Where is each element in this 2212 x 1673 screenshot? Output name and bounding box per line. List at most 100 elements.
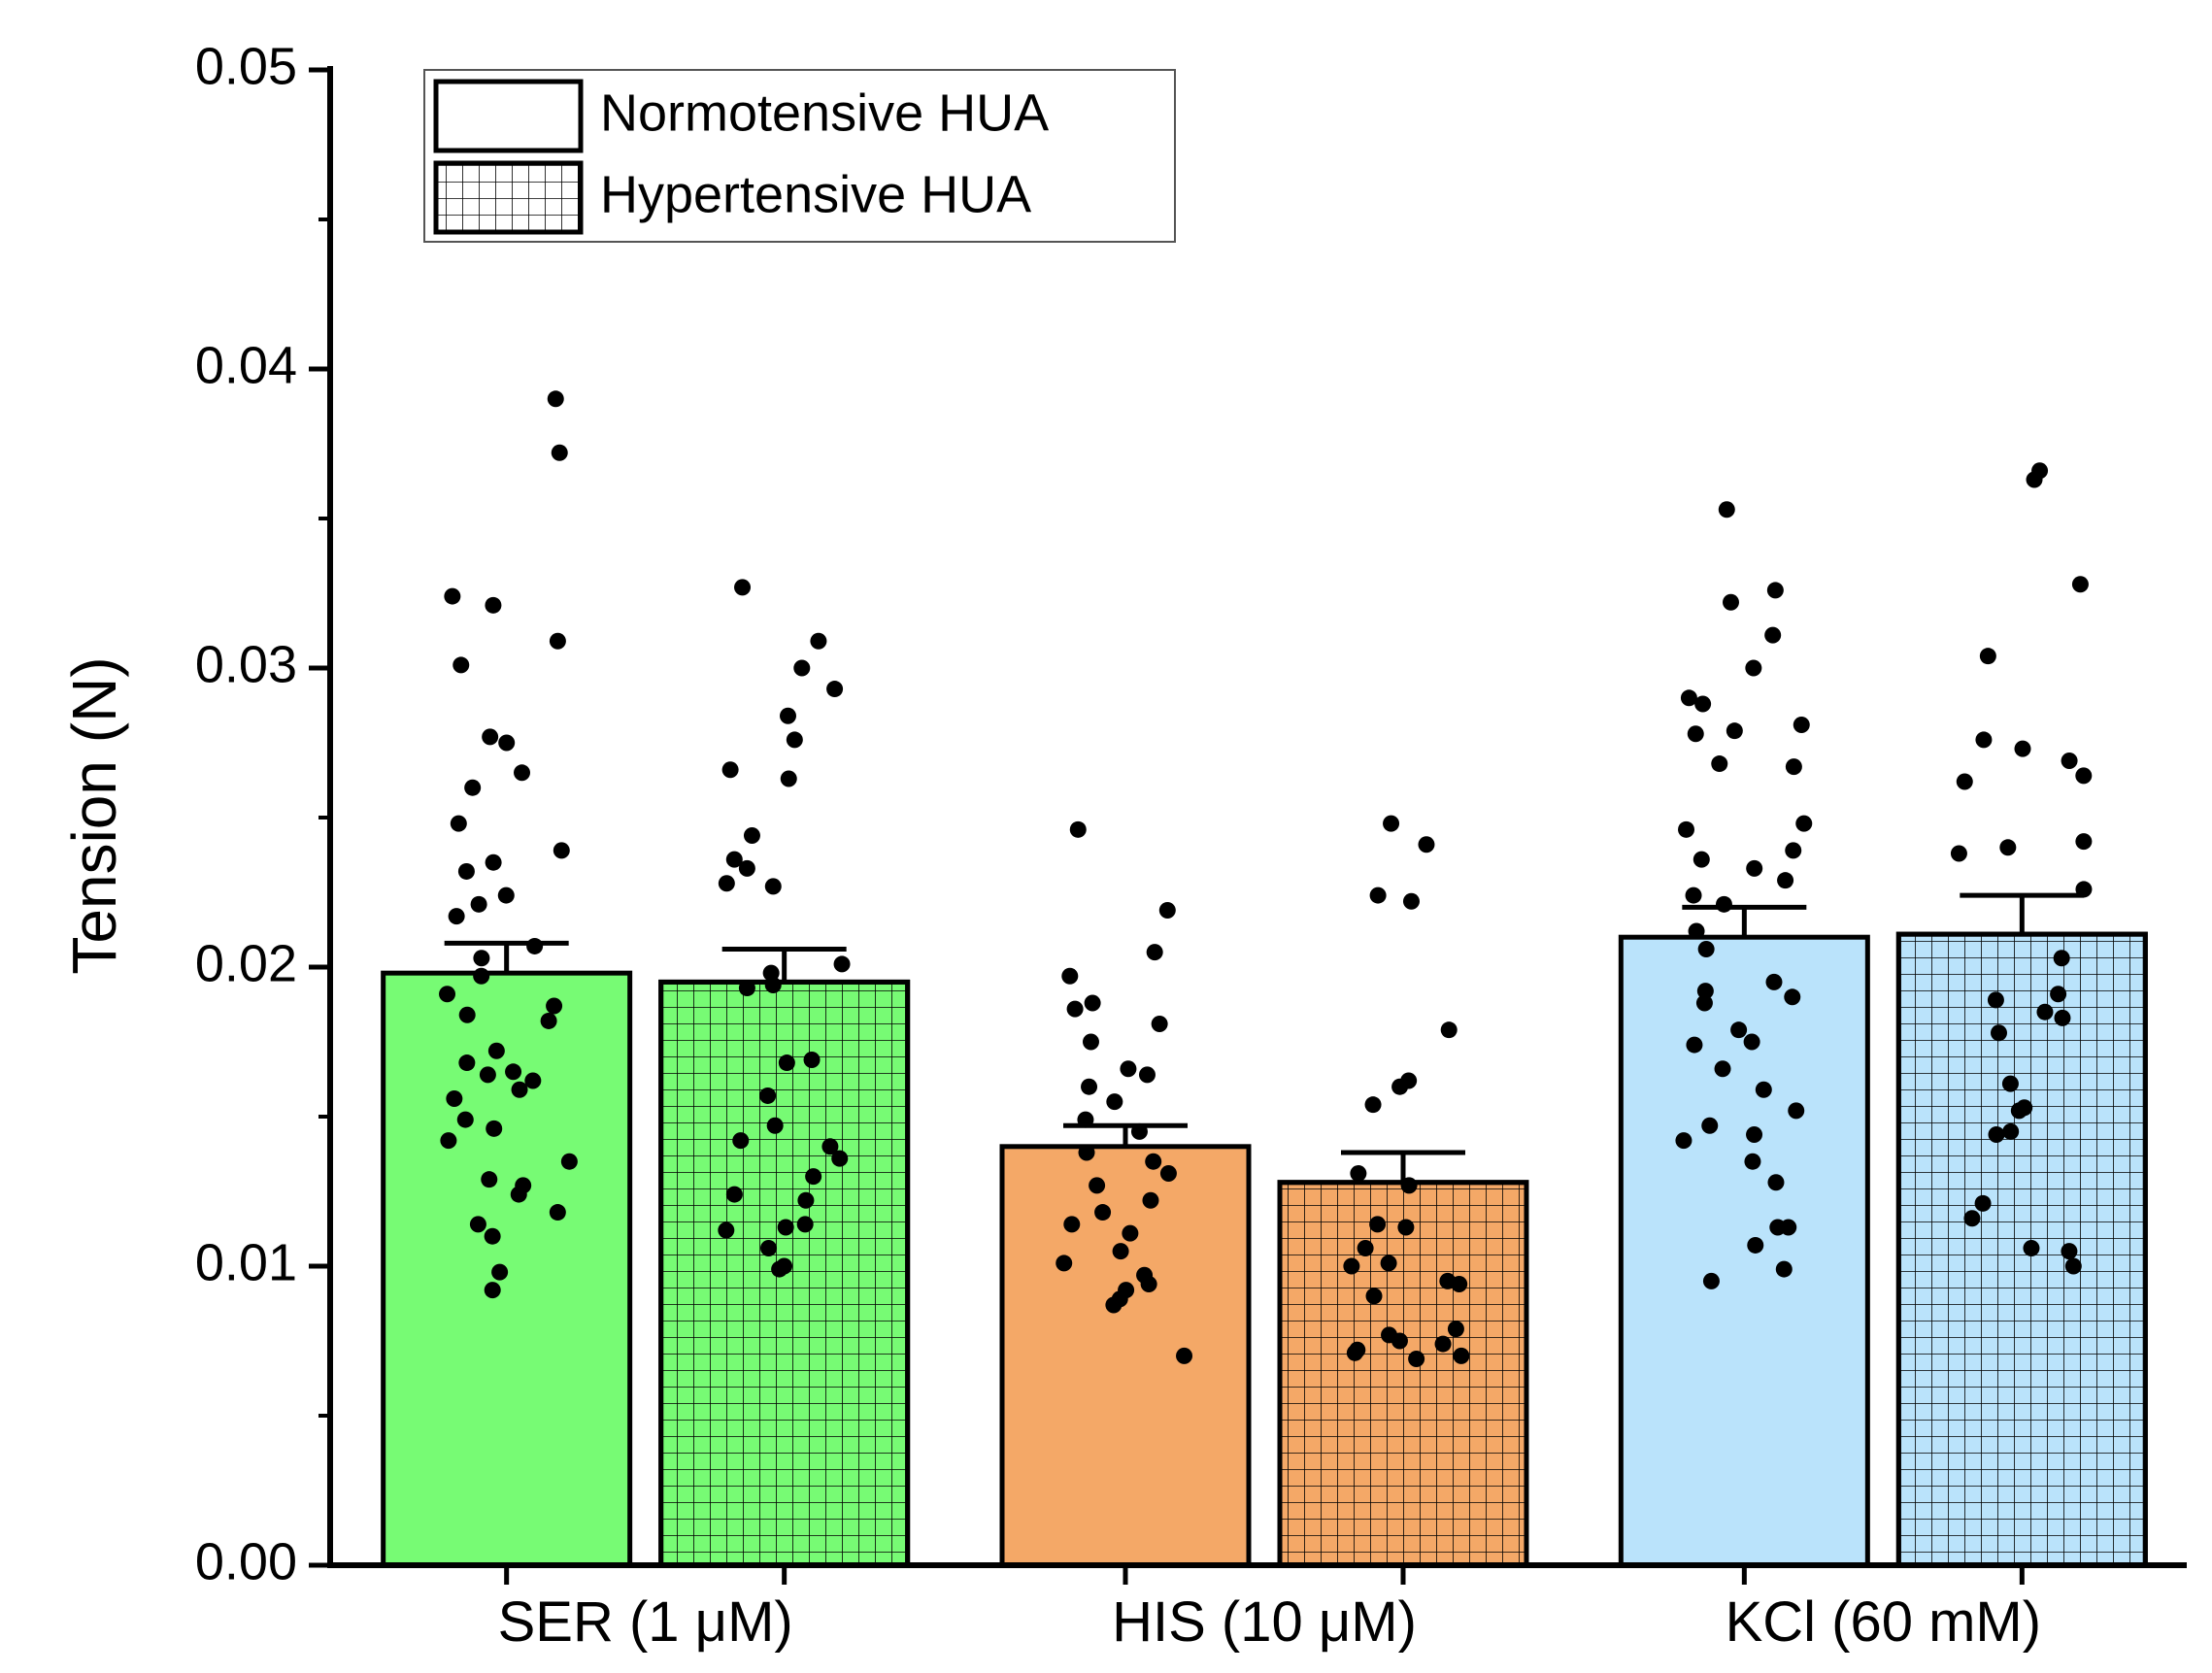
data-point <box>1711 755 1728 773</box>
data-point <box>1975 731 1993 749</box>
data-point <box>803 1051 821 1068</box>
data-point <box>1974 1194 1992 1212</box>
data-point <box>1350 1165 1367 1183</box>
data-point <box>732 1132 750 1150</box>
data-point <box>738 980 755 997</box>
data-point <box>1082 1033 1099 1051</box>
y-tick-label: 0.04 <box>195 336 297 394</box>
data-point <box>738 859 755 877</box>
data-point <box>1714 1060 1731 1078</box>
data-point <box>2071 576 2089 593</box>
data-point <box>2061 752 2078 769</box>
data-point <box>1453 1347 1470 1364</box>
data-point <box>718 1221 735 1239</box>
data-point <box>1746 859 1763 877</box>
data-point <box>479 1066 496 1084</box>
data-point <box>734 579 752 596</box>
data-point <box>553 842 570 859</box>
x-tick-label: KCl (60 mM) <box>1726 1590 2041 1654</box>
data-point <box>450 815 467 832</box>
data-point <box>1746 1125 1763 1143</box>
data-point <box>1151 1016 1168 1033</box>
data-point <box>1084 994 1101 1012</box>
data-point <box>721 761 739 779</box>
data-point <box>457 862 475 880</box>
data-point <box>1744 1153 1761 1170</box>
data-point <box>446 1090 463 1108</box>
y-tick-label: 0.02 <box>195 934 297 992</box>
data-point <box>1688 922 1705 940</box>
data-point <box>551 444 568 461</box>
data-point <box>1418 836 1435 853</box>
data-point <box>1956 773 1973 790</box>
data-point <box>831 1150 849 1167</box>
data-point <box>1696 983 1714 1000</box>
data-point <box>458 1006 476 1023</box>
data-point <box>1140 1275 1157 1292</box>
data-point <box>1694 695 1712 713</box>
data-point <box>1988 1125 2005 1143</box>
bar-normotensive-1 <box>999 1144 1252 1568</box>
data-point <box>1745 659 1762 677</box>
error-bars-layer <box>444 892 2085 1183</box>
data-point <box>1979 648 1996 665</box>
data-point <box>485 596 502 614</box>
data-point <box>760 1240 778 1257</box>
data-point <box>779 707 796 724</box>
data-point <box>1440 1021 1458 1039</box>
data-point <box>469 1216 486 1233</box>
data-point <box>1145 1153 1162 1170</box>
data-point <box>1112 1243 1129 1260</box>
data-point <box>1146 944 1163 961</box>
bars-layer <box>381 931 2148 1568</box>
data-point <box>1122 1224 1139 1242</box>
data-point <box>1069 820 1087 838</box>
data-point <box>1747 1236 1764 1254</box>
data-point <box>1120 1060 1137 1078</box>
data-point <box>718 875 735 892</box>
data-point <box>2050 986 2067 1003</box>
data-point <box>505 1063 522 1081</box>
data-point <box>1680 689 1697 707</box>
data-point <box>1081 1078 1098 1095</box>
data-point <box>1066 1000 1084 1018</box>
bar-grid-overlay-2 <box>1895 931 2148 1568</box>
data-point <box>2054 1009 2071 1026</box>
data-point <box>796 1216 814 1233</box>
data-point <box>1999 839 2017 856</box>
data-point <box>1391 1332 1408 1350</box>
data-point <box>1769 1219 1787 1236</box>
data-point <box>2026 471 2043 488</box>
data-point <box>1357 1240 1374 1257</box>
data-point <box>1784 988 1801 1006</box>
data-point <box>1693 851 1710 868</box>
data-point <box>1777 872 1794 889</box>
data-point <box>826 681 844 698</box>
data-point <box>1402 892 1420 910</box>
bar-grid-overlay-1 <box>1277 1180 1529 1568</box>
data-point <box>805 1168 822 1186</box>
data-point <box>2023 1240 2040 1257</box>
data-point <box>780 770 797 787</box>
data-point <box>2014 740 2031 757</box>
data-point <box>1775 1260 1793 1278</box>
data-point <box>1400 1177 1418 1194</box>
data-point <box>2061 1243 2078 1260</box>
data-point <box>764 976 782 993</box>
data-point <box>810 632 827 650</box>
data-point <box>778 1054 795 1072</box>
data-point <box>1447 1321 1464 1338</box>
data-point <box>1743 1033 1760 1051</box>
data-point <box>510 1186 527 1203</box>
data-point <box>470 895 487 913</box>
data-point <box>1730 1021 1748 1039</box>
data-point <box>1142 1191 1159 1209</box>
data-point <box>464 779 482 796</box>
data-point <box>1785 758 1802 776</box>
data-point <box>786 731 803 749</box>
data-point <box>487 1042 505 1059</box>
data-point <box>511 1081 528 1098</box>
data-point <box>1764 626 1782 644</box>
data-point <box>1346 1344 1363 1361</box>
